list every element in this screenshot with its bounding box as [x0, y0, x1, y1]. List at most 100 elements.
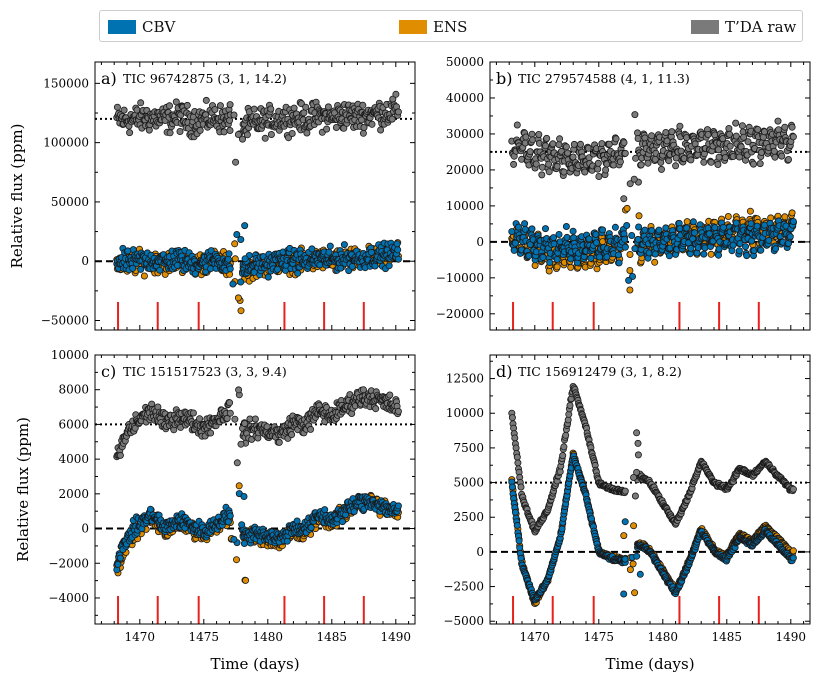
data-point [700, 158, 708, 166]
y-tick-label: 40000 [446, 91, 484, 105]
data-point [116, 451, 124, 459]
data-point [325, 248, 333, 256]
data-point [326, 242, 334, 250]
data-point [202, 96, 210, 104]
data-point [526, 148, 534, 156]
outlier-point [241, 419, 249, 427]
data-point [564, 149, 572, 157]
data-point [273, 265, 281, 273]
series-tdaraw [113, 90, 402, 166]
outlier-point [623, 221, 631, 229]
data-point [555, 230, 563, 238]
data-point [615, 251, 623, 259]
data-point [211, 106, 219, 114]
data-point [748, 237, 756, 245]
data-point [243, 131, 251, 139]
data-point [392, 90, 400, 98]
data-point [566, 401, 574, 409]
outlier-point [634, 451, 642, 459]
data-point [521, 225, 529, 233]
y-tick-label: 10000 [51, 348, 89, 362]
data-point [367, 248, 375, 256]
panel-title: TIC 151517523 (3, 3, 9.4) [123, 364, 287, 379]
data-point [394, 108, 402, 116]
data-point [732, 132, 740, 140]
data-point [189, 409, 197, 417]
data-point [721, 154, 729, 162]
data-point [165, 102, 173, 110]
data-point [577, 140, 585, 148]
data-point [729, 241, 737, 249]
data-point [526, 241, 534, 249]
data-point [788, 123, 796, 131]
data-point [293, 517, 301, 525]
data-point [620, 139, 628, 147]
outlier-point [241, 222, 249, 230]
data-point [538, 163, 546, 171]
x-axis-label: Time (days) [210, 655, 299, 673]
data-point [224, 518, 232, 526]
data-point [538, 171, 546, 179]
data-point [542, 225, 550, 233]
data-point [707, 158, 715, 166]
data-point [196, 126, 204, 134]
y-tick-label: 8000 [58, 383, 89, 397]
data-point [562, 431, 570, 439]
data-point [672, 162, 680, 170]
x-tick-label: 1490 [381, 630, 412, 644]
data-point [611, 223, 619, 231]
data-point [350, 508, 358, 516]
data-point [137, 265, 145, 273]
data-point [140, 272, 148, 280]
data-point [560, 168, 568, 176]
x-tick-label: 1485 [317, 630, 348, 644]
data-point [594, 165, 602, 173]
x-tick-label: 1475 [189, 630, 220, 644]
y-tick-label: 6000 [58, 417, 89, 431]
data-point [592, 230, 600, 238]
y-axis-label: Relative flux (ppm) [8, 124, 26, 269]
outlier-point [632, 154, 640, 162]
data-point [368, 120, 376, 128]
data-point [662, 128, 670, 136]
data-point [786, 233, 794, 241]
legend-item-raw: T’DA raw [691, 16, 796, 38]
outlier-point [231, 415, 239, 423]
data-point [562, 143, 570, 151]
data-point [719, 223, 727, 231]
data-point [585, 235, 593, 243]
data-point [176, 127, 184, 135]
panel-title: TIC 96742875 (3, 1, 14.2) [123, 71, 287, 86]
data-point [691, 229, 699, 237]
data-point [539, 253, 547, 261]
outlier-point [631, 245, 639, 253]
data-point [595, 172, 603, 180]
plot-area [490, 111, 810, 330]
data-point [323, 125, 331, 133]
data-point [226, 512, 234, 520]
data-point [394, 255, 402, 263]
data-point [725, 125, 733, 133]
data-point [765, 236, 773, 244]
outlier-point [237, 307, 245, 315]
outlier-point [634, 439, 642, 447]
outlier-point [237, 440, 245, 448]
panel-d: 1470 1475 1480 1485 1490−5000−25000250050007… [443, 354, 811, 673]
data-point [732, 219, 740, 227]
data-point [560, 443, 568, 451]
data-point [778, 152, 786, 160]
data-point [357, 116, 365, 124]
data-point [598, 140, 606, 148]
legend-label-cbv: CBV [142, 18, 176, 36]
outlier-point [630, 175, 638, 183]
data-point [267, 130, 275, 138]
data-point [569, 153, 577, 161]
data-point [602, 166, 610, 174]
data-point [715, 251, 723, 259]
outlier-point [626, 266, 634, 274]
outlier-point [235, 386, 243, 394]
plot-area [95, 90, 415, 330]
data-point [581, 168, 589, 176]
data-point [307, 425, 315, 433]
